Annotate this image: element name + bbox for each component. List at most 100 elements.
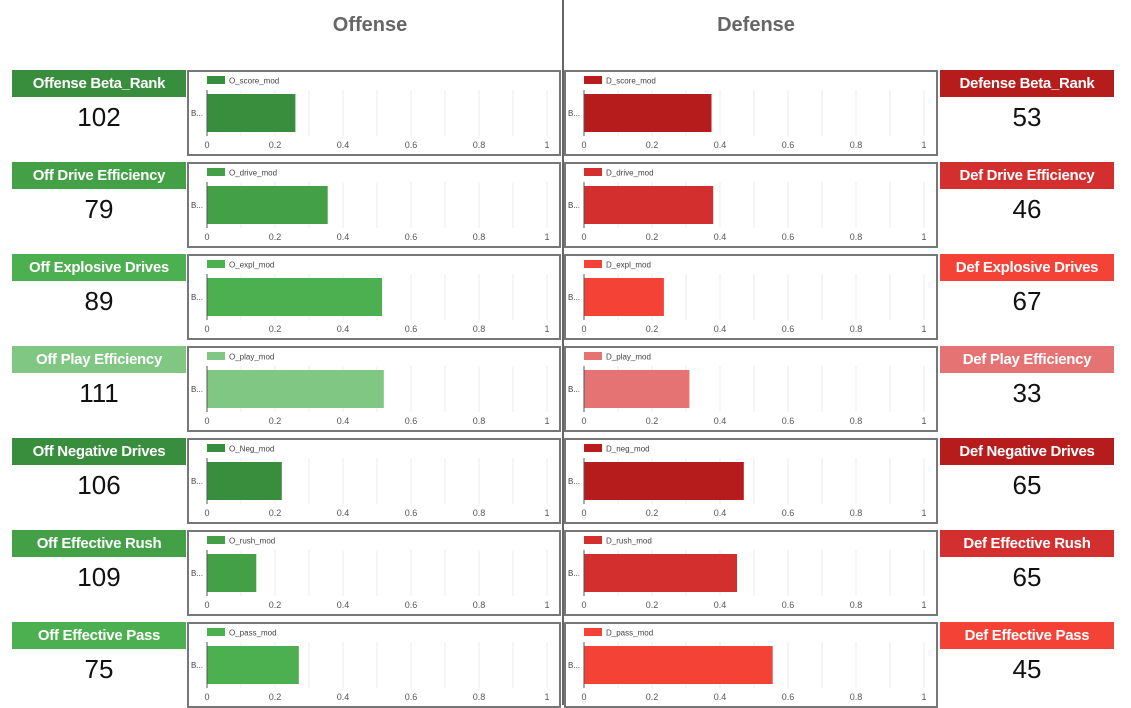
x-tick-label: 1 <box>544 692 549 702</box>
x-tick-label: 0.2 <box>646 324 659 334</box>
x-tick-label: 0.8 <box>850 600 863 610</box>
x-tick-label: 0.4 <box>714 692 727 702</box>
legend-swatch <box>207 628 225 636</box>
category-label: B... <box>191 569 203 578</box>
defense-kpi-card: Def Effective Rush 65 <box>940 530 1114 593</box>
x-tick-label: 1 <box>921 600 926 610</box>
x-tick-label: 0.8 <box>850 416 863 426</box>
kpi-rank-value: 33 <box>1012 378 1042 408</box>
x-tick-label: 0.8 <box>850 692 863 702</box>
kpi-title: Off Effective Pass <box>12 622 186 649</box>
x-tick-label: 0 <box>581 692 586 702</box>
x-tick-label: 0.4 <box>337 692 350 702</box>
x-tick-label: 1 <box>544 600 549 610</box>
section-divider <box>562 0 564 705</box>
offense-kpi-card: Off Explosive Drives 89 <box>12 254 186 317</box>
category-label: B... <box>191 477 203 486</box>
offense-kpi-card: Off Effective Rush 109 <box>12 530 186 593</box>
kpi-rank-value: 65 <box>1012 470 1042 500</box>
offense-bar-chart: O_rush_mod B... 0 0.2 0.4 0.6 0.8 1 <box>187 530 561 616</box>
x-tick-label: 1 <box>921 232 926 242</box>
x-tick-label: 0.2 <box>646 232 659 242</box>
category-label: B... <box>568 109 580 118</box>
x-tick-label: 0 <box>204 416 209 426</box>
x-tick-label: 0.4 <box>714 324 727 334</box>
x-tick-label: 0.6 <box>782 140 795 150</box>
kpi-title: Defense Beta_Rank <box>940 70 1114 97</box>
kpi-rank-value: 109 <box>77 562 121 592</box>
x-tick-label: 1 <box>921 416 926 426</box>
kpi-rank-value: 65 <box>1012 562 1042 592</box>
x-tick-label: 0.8 <box>850 508 863 518</box>
x-tick-label: 0.2 <box>269 324 282 334</box>
x-tick-label: 0.6 <box>405 692 418 702</box>
category-label: B... <box>191 661 203 670</box>
x-tick-label: 0 <box>581 140 586 150</box>
x-tick-label: 0 <box>204 324 209 334</box>
legend-label: D_drive_mod <box>606 169 654 178</box>
kpi-rank-value: 102 <box>77 102 121 132</box>
x-tick-label: 0.4 <box>337 140 350 150</box>
x-tick-label: 1 <box>544 416 549 426</box>
legend-swatch <box>207 260 225 268</box>
x-tick-label: 0 <box>581 600 586 610</box>
x-tick-label: 0 <box>204 508 209 518</box>
x-tick-label: 1 <box>544 140 549 150</box>
category-label: B... <box>191 293 203 302</box>
x-tick-label: 0.8 <box>473 416 486 426</box>
legend-swatch <box>207 168 225 176</box>
x-tick-label: 0 <box>204 232 209 242</box>
defense-bar-chart: D_neg_mod B... 0 0.2 0.4 0.6 0.8 1 <box>564 438 938 524</box>
bar <box>207 462 282 500</box>
legend-label: O_pass_mod <box>229 629 277 638</box>
bar <box>584 554 737 592</box>
kpi-title: Def Drive Efficiency <box>940 162 1114 189</box>
x-tick-label: 0.8 <box>473 232 486 242</box>
legend-label: D_score_mod <box>606 77 656 86</box>
bar <box>207 186 328 224</box>
kpi-title: Def Explosive Drives <box>940 254 1114 281</box>
legend-label: O_play_mod <box>229 353 274 362</box>
x-tick-label: 1 <box>921 140 926 150</box>
legend-swatch <box>207 536 225 544</box>
x-tick-label: 0.2 <box>646 140 659 150</box>
offense-bar-chart: O_expl_mod B... 0 0.2 0.4 0.6 0.8 1 <box>187 254 561 340</box>
x-tick-label: 0.4 <box>714 140 727 150</box>
x-tick-label: 1 <box>544 324 549 334</box>
x-tick-label: 0.2 <box>269 416 282 426</box>
x-tick-label: 0.6 <box>782 324 795 334</box>
x-tick-label: 0.2 <box>269 600 282 610</box>
x-tick-label: 0.6 <box>782 600 795 610</box>
category-label: B... <box>191 109 203 118</box>
x-tick-label: 0 <box>581 324 586 334</box>
kpi-rank-value: 67 <box>1012 286 1042 316</box>
x-tick-label: 0.6 <box>405 600 418 610</box>
x-tick-label: 1 <box>544 232 549 242</box>
x-tick-label: 0.6 <box>782 416 795 426</box>
legend-label: O_rush_mod <box>229 537 275 546</box>
kpi-title: Off Explosive Drives <box>12 254 186 281</box>
defense-bar-chart: D_expl_mod B... 0 0.2 0.4 0.6 0.8 1 <box>564 254 938 340</box>
category-label: B... <box>568 385 580 394</box>
legend-swatch <box>584 628 602 636</box>
x-tick-label: 0.8 <box>473 692 486 702</box>
bar <box>207 278 383 316</box>
x-tick-label: 0 <box>581 416 586 426</box>
bar <box>584 278 664 316</box>
legend-label: D_expl_mod <box>606 261 651 270</box>
bar <box>584 186 714 224</box>
x-tick-label: 0.2 <box>646 508 659 518</box>
kpi-title: Offense Beta_Rank <box>12 70 186 97</box>
legend-swatch <box>584 444 602 452</box>
category-label: B... <box>191 385 203 394</box>
defense-bar-chart: D_rush_mod B... 0 0.2 0.4 0.6 0.8 1 <box>564 530 938 616</box>
defense-bar-chart: D_drive_mod B... 0 0.2 0.4 0.6 0.8 1 <box>564 162 938 248</box>
x-tick-label: 0.2 <box>646 416 659 426</box>
category-label: B... <box>568 477 580 486</box>
offense-bar-chart: O_play_mod B... 0 0.2 0.4 0.6 0.8 1 <box>187 346 561 432</box>
bar <box>207 94 296 132</box>
x-tick-label: 0.4 <box>714 416 727 426</box>
legend-swatch <box>207 76 225 84</box>
x-tick-label: 0.6 <box>782 232 795 242</box>
category-label: B... <box>568 201 580 210</box>
